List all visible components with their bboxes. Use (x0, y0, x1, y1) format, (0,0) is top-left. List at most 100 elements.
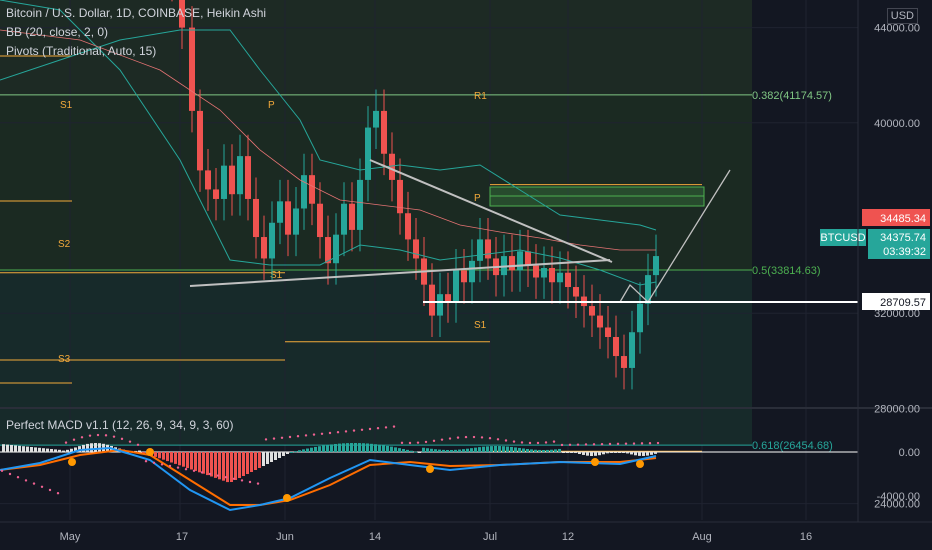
macd-hist-bar (158, 452, 161, 459)
macd-hist-bar (398, 448, 401, 452)
macd-hist-bar (302, 449, 305, 452)
macd-hist-bar (58, 449, 61, 452)
macd-hist-bar (350, 443, 353, 452)
fib-label: 0.5(33814.63) (752, 265, 821, 277)
badge-price-bg (868, 229, 930, 259)
candle-body (573, 287, 579, 297)
macd-hist-bar (22, 446, 25, 452)
macd-signal (0, 448, 657, 506)
macd-hist-bar (410, 450, 413, 452)
macd-hist-bar (402, 448, 405, 452)
candle-body (541, 267, 547, 278)
candle-body (589, 306, 595, 316)
macd-cross-dot (426, 465, 434, 473)
macd-hist-bar (246, 452, 249, 474)
candle-body (293, 208, 299, 235)
macd-hist-bar (282, 452, 285, 456)
macd-hist-bar (370, 443, 373, 452)
macd-legend: Perfect MACD v1.1 (12, 26, 9, 34, 9, 3, … (6, 418, 234, 432)
macd-dot-series (568, 443, 572, 446)
macd-hist-bar (374, 444, 377, 452)
macd-dot-series (496, 438, 500, 441)
macd-hist-bar (654, 452, 657, 454)
macd-hist-bar (342, 443, 345, 452)
macd-hist-bar (602, 452, 605, 455)
macd-dot-series (256, 482, 260, 485)
macd-hist-bar (190, 452, 193, 470)
macd-hist-bar (542, 449, 545, 452)
macd-dot-series (416, 441, 420, 444)
time-label: Jul (483, 531, 497, 543)
macd-hist-bar (98, 443, 101, 452)
badge-support: 28709.57 (880, 297, 926, 309)
macd-hist-bar (634, 452, 637, 456)
macd-dot-series (632, 442, 636, 445)
macd-hist-bar (338, 443, 341, 452)
macd-dot-series (280, 436, 284, 439)
pivot-label: S1 (270, 270, 283, 281)
candle-body (621, 356, 627, 368)
candle-body (205, 170, 211, 190)
macd-dot-series (440, 438, 444, 441)
macd-hist-bar (490, 446, 493, 452)
macd-hist-bar (346, 443, 349, 452)
macd-hist-bar (578, 452, 581, 454)
badge-price: 34375.74 (880, 232, 926, 244)
macd-hist-bar (54, 449, 57, 452)
candle-body (373, 110, 379, 128)
macd-dot-series (120, 437, 124, 441)
time-label: 16 (800, 531, 812, 543)
macd-hist-bar (474, 447, 477, 452)
macd-hist-bar (258, 452, 261, 468)
macd-cross-dot (636, 460, 644, 468)
macd-dot-series (80, 436, 84, 439)
badge-ticker: BTCUSD (820, 232, 865, 244)
macd-hist-bar (82, 444, 85, 452)
candle-body (317, 203, 323, 238)
macd-dot-series (288, 435, 292, 439)
badge-upper: 34485.34 (880, 213, 926, 225)
macd-hist-bar (294, 451, 297, 453)
macd-hist-bar (290, 452, 293, 453)
macd-hist-bar (226, 452, 229, 483)
macd-hist-bar (186, 452, 189, 469)
badge-upper-bg (862, 209, 930, 226)
candle-body (237, 156, 243, 195)
macd-hist-bar (250, 452, 253, 472)
macd-dot-series (544, 441, 548, 444)
macd-hist-bar (406, 449, 409, 452)
macd-hist-bar (14, 445, 17, 452)
macd-dot-series (376, 427, 380, 430)
macd-hist-bar (6, 444, 9, 452)
currency-label[interactable]: USD (886, 8, 918, 24)
macd-hist-bar (598, 452, 601, 456)
candle-body (453, 270, 459, 302)
macd-dot-series (536, 441, 540, 445)
macd-dot-series (512, 440, 516, 443)
macd-hist-bar (606, 452, 609, 454)
candle-body (405, 213, 411, 240)
macd-dot-series (112, 435, 116, 438)
macd-hist-bar (270, 452, 273, 462)
candle-body (197, 110, 203, 171)
macd-dot-series (640, 442, 644, 445)
chart-title: Bitcoin / U.S. Dollar, 1D, COINBASE, Hei… (6, 6, 267, 20)
bb-legend: BB (20, close, 2, 0) (6, 25, 109, 39)
macd-hist-bar (442, 449, 445, 452)
macd-dot-series (408, 441, 412, 445)
macd-tick: -4000.00 (877, 491, 920, 503)
macd-hist-bar (94, 443, 97, 452)
macd-hist-bar (306, 448, 309, 452)
candle-body (325, 237, 331, 264)
macd-dot-series (336, 431, 340, 434)
macd-hist-bar (546, 449, 549, 452)
candle-body (389, 153, 395, 180)
pivot-label: P (474, 193, 481, 204)
macd-hist-bar (30, 447, 33, 452)
macd-hist-bar (518, 447, 521, 452)
macd-hist-bar (166, 452, 169, 462)
candle-body (245, 156, 251, 199)
macd-hist-bar (422, 447, 425, 452)
candle-body (413, 239, 419, 259)
